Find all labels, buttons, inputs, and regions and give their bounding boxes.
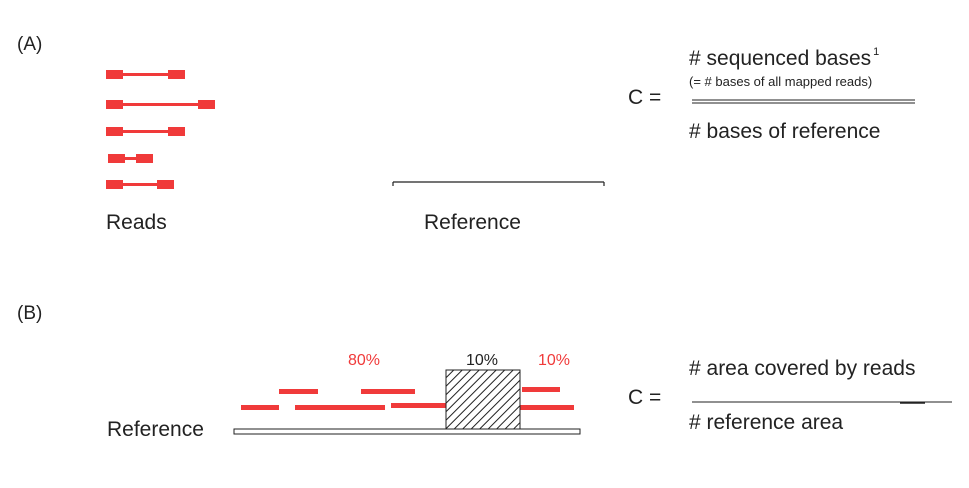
formula-a-note: (= # bases of all mapped reads): [689, 74, 873, 89]
percent-covered-left: 80%: [348, 352, 381, 369]
formula-b-numerator: # area covered by reads: [689, 357, 916, 380]
read-pair: [106, 127, 185, 136]
reads-on-reference: [241, 387, 574, 410]
read-pair: [106, 100, 215, 109]
formula-b-denominator: # reference area: [689, 411, 844, 434]
panel-b-label: (B): [17, 303, 43, 324]
read-pair: [108, 154, 153, 163]
reference-label-b: Reference: [107, 418, 204, 441]
footnote-marker: 1: [873, 46, 880, 58]
uncovered-region: [445, 369, 521, 430]
formula-a-lhs: C =: [628, 86, 662, 109]
fraction-bar-b: [692, 401, 952, 404]
reference-bar-b: [233, 428, 581, 435]
reference-line-a: [392, 181, 605, 186]
formula-a-numerator: # sequenced bases 1: [689, 46, 880, 70]
percent-uncovered: 10%: [466, 352, 499, 369]
reads-label: Reads: [106, 211, 167, 234]
percent-covered-right: 10%: [538, 352, 571, 369]
read-pair: [106, 70, 185, 79]
reference-label-a: Reference: [424, 211, 521, 234]
panel-a-label: (A): [17, 34, 43, 55]
reads-group: [106, 70, 215, 189]
fraction-bar-a: [692, 99, 915, 104]
formula-a-denominator: # bases of reference: [689, 120, 881, 143]
formula-b-lhs: C =: [628, 386, 662, 409]
read-pair: [106, 180, 174, 189]
